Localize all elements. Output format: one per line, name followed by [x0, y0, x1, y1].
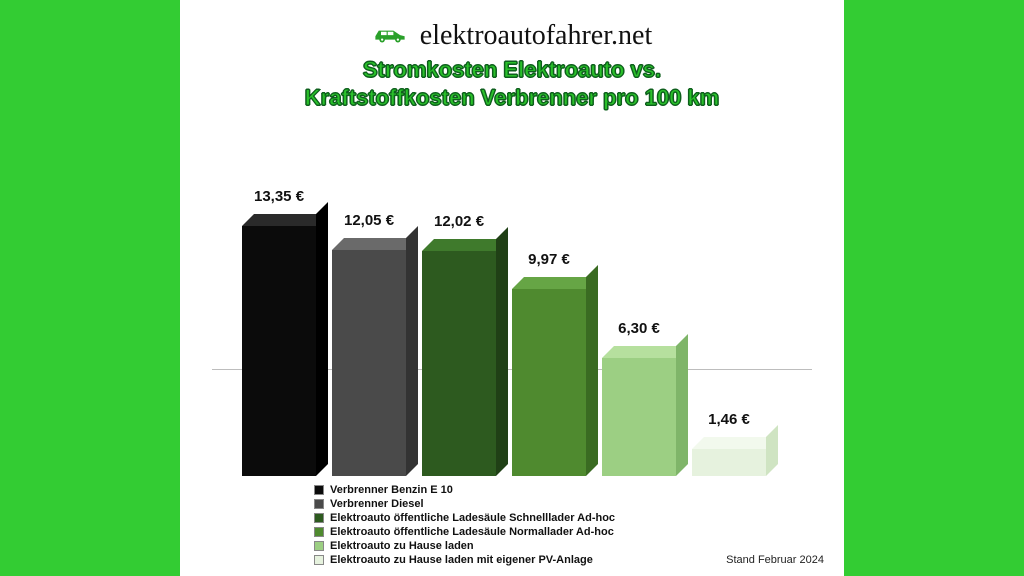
bar: 12,05 € — [332, 250, 406, 476]
bar: 12,02 € — [422, 251, 496, 476]
brand-row: elektroautofahrer.net — [204, 20, 820, 52]
bar-face-side — [766, 425, 778, 476]
chart-title-line2: Kraftstoffkosten Verbrenner pro 100 km — [204, 84, 820, 112]
legend-swatch — [314, 485, 324, 495]
right-gutter — [844, 0, 1024, 576]
chart-canvas: elektroautofahrer.net Stromkosten Elektr… — [180, 0, 844, 576]
legend-label: Verbrenner Diesel — [330, 498, 424, 510]
chart-title: Stromkosten Elektroauto vs. Kraftstoffko… — [204, 56, 820, 111]
legend-swatch — [314, 513, 324, 523]
legend-label: Elektroauto zu Hause laden — [330, 540, 474, 552]
legend-item: Verbrenner Benzin E 10 — [314, 484, 820, 496]
brand-text: elektroautofahrer.net — [420, 20, 652, 52]
bar: 13,35 € — [242, 226, 316, 476]
bar-3d: 6,30 € — [602, 358, 676, 476]
legend-label: Elektroauto öffentliche Ladesäule Normal… — [330, 526, 614, 538]
bar-value-label: 1,46 € — [685, 411, 774, 428]
bar-face-side — [406, 226, 418, 476]
bar-face-front — [242, 226, 316, 476]
legend-item: Elektroauto öffentliche Ladesäule Schnel… — [314, 512, 820, 524]
bar-value-label: 12,02 € — [415, 213, 504, 230]
page-root: elektroautofahrer.net Stromkosten Elektr… — [0, 0, 1024, 576]
car-icon — [372, 23, 408, 50]
legend-swatch — [314, 499, 324, 509]
bar-face-front — [602, 358, 676, 476]
bar-3d: 13,35 € — [242, 226, 316, 476]
legend-item: Elektroauto öffentliche Ladesäule Normal… — [314, 526, 820, 538]
bar-value-label: 9,97 € — [505, 251, 594, 268]
legend-label: Verbrenner Benzin E 10 — [330, 484, 453, 496]
legend-swatch — [314, 527, 324, 537]
legend-label: Elektroauto zu Hause laden mit eigener P… — [330, 554, 593, 566]
bar: 6,30 € — [602, 358, 676, 476]
bar-face-front — [332, 250, 406, 476]
bar-face-side — [586, 265, 598, 476]
bar-value-label: 12,05 € — [325, 212, 414, 229]
bar: 9,97 € — [512, 289, 586, 476]
bar-face-front — [422, 251, 496, 476]
legend-item: Verbrenner Diesel — [314, 498, 820, 510]
bar-face-side — [676, 334, 688, 476]
bar-3d: 9,97 € — [512, 289, 586, 476]
bar-value-label: 6,30 € — [595, 320, 684, 337]
bar-face-front — [512, 289, 586, 476]
bar-face-front — [692, 449, 766, 476]
bar: 1,46 € — [692, 449, 766, 476]
left-gutter — [0, 0, 180, 576]
chart-title-line1: Stromkosten Elektroauto vs. — [204, 56, 820, 84]
legend-item: Elektroauto zu Hause laden — [314, 540, 820, 552]
bar-3d: 12,05 € — [332, 250, 406, 476]
footer-note: Stand Februar 2024 — [726, 554, 824, 566]
legend-label: Elektroauto öffentliche Ladesäule Schnel… — [330, 512, 615, 524]
legend-swatch — [314, 555, 324, 565]
chart-area: 13,35 €12,05 €12,02 €9,97 €6,30 €1,46 € — [212, 119, 812, 476]
bar-value-label: 13,35 € — [235, 188, 324, 205]
legend-swatch — [314, 541, 324, 551]
bars-container: 13,35 €12,05 €12,02 €9,97 €6,30 €1,46 € — [212, 226, 812, 476]
bar-face-side — [316, 202, 328, 476]
bar-3d: 1,46 € — [692, 449, 766, 476]
bar-3d: 12,02 € — [422, 251, 496, 476]
